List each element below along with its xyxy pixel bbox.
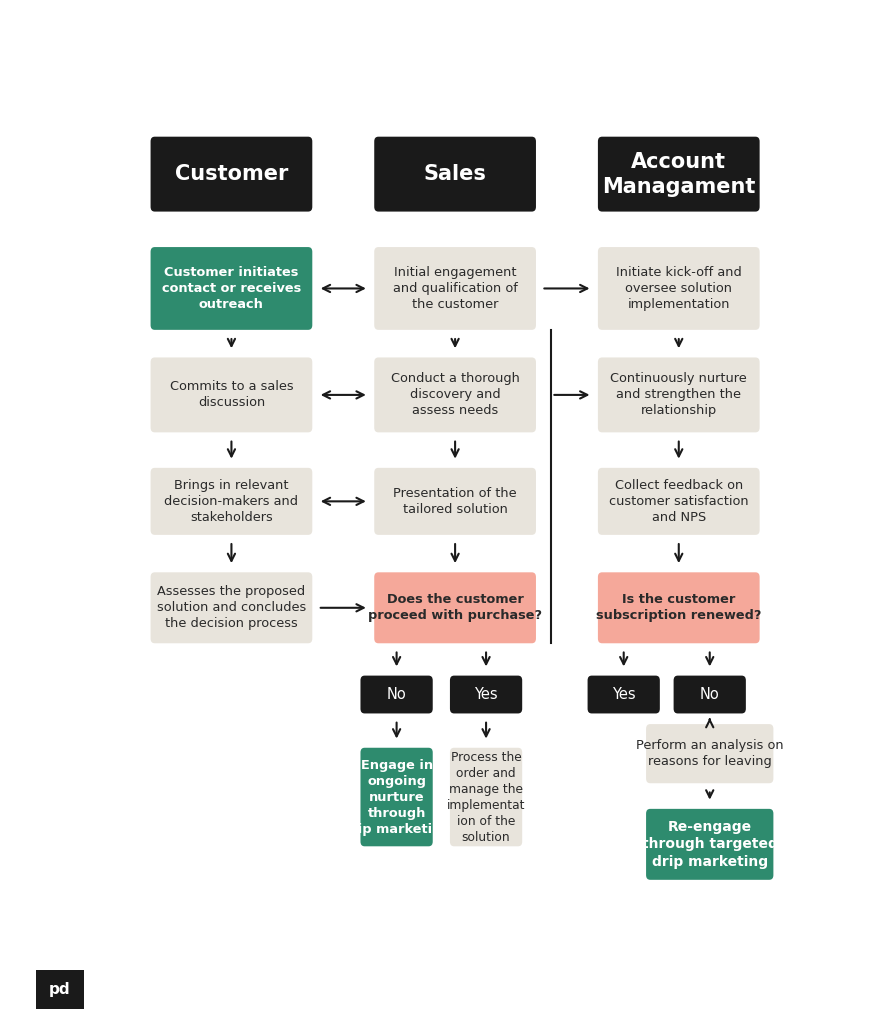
FancyBboxPatch shape	[151, 247, 313, 330]
FancyBboxPatch shape	[646, 724, 773, 783]
Text: Yes: Yes	[474, 687, 498, 702]
Text: Yes: Yes	[612, 687, 636, 702]
FancyBboxPatch shape	[361, 748, 432, 846]
FancyBboxPatch shape	[374, 247, 536, 330]
FancyBboxPatch shape	[588, 676, 660, 714]
Text: Perform an analysis on
reasons for leaving: Perform an analysis on reasons for leavi…	[636, 739, 783, 768]
FancyBboxPatch shape	[646, 809, 773, 880]
Text: Conduct a thorough
discovery and
assess needs: Conduct a thorough discovery and assess …	[391, 373, 519, 418]
FancyBboxPatch shape	[374, 468, 536, 535]
FancyBboxPatch shape	[374, 357, 536, 432]
Text: Commits to a sales
discussion: Commits to a sales discussion	[170, 380, 293, 410]
Text: pd: pd	[49, 982, 71, 997]
FancyBboxPatch shape	[598, 357, 759, 432]
FancyBboxPatch shape	[598, 572, 759, 643]
Text: Customer initiates
contact or receives
outreach: Customer initiates contact or receives o…	[162, 266, 301, 311]
FancyBboxPatch shape	[151, 136, 313, 212]
FancyBboxPatch shape	[450, 676, 522, 714]
FancyBboxPatch shape	[598, 247, 759, 330]
Text: No: No	[700, 687, 719, 702]
Text: Brings in relevant
decision-makers and
stakeholders: Brings in relevant decision-makers and s…	[164, 479, 298, 524]
FancyBboxPatch shape	[598, 468, 759, 535]
Text: Collect feedback on
customer satisfaction
and NPS: Collect feedback on customer satisfactio…	[609, 479, 749, 524]
Text: No: No	[387, 687, 407, 702]
Text: Does the customer
proceed with purchase?: Does the customer proceed with purchase?	[369, 593, 542, 623]
Text: Initial engagement
and qualification of
the customer: Initial engagement and qualification of …	[392, 266, 518, 311]
FancyBboxPatch shape	[374, 572, 536, 643]
FancyBboxPatch shape	[151, 357, 313, 432]
Text: Re-engage
through targeted
drip marketing: Re-engage through targeted drip marketin…	[642, 820, 778, 868]
Text: Is the customer
subscription renewed?: Is the customer subscription renewed?	[596, 593, 761, 623]
Text: Presentation of the
tailored solution: Presentation of the tailored solution	[393, 486, 517, 516]
Text: Continuously nurture
and strengthen the
relationship: Continuously nurture and strengthen the …	[610, 373, 747, 418]
Text: Engage in
ongoing
nurture
through
drip marketing: Engage in ongoing nurture through drip m…	[342, 759, 451, 836]
Text: Initiate kick-off and
oversee solution
implementation: Initiate kick-off and oversee solution i…	[616, 266, 741, 311]
FancyBboxPatch shape	[151, 572, 313, 643]
FancyBboxPatch shape	[450, 748, 522, 846]
Text: Customer: Customer	[175, 164, 288, 184]
FancyBboxPatch shape	[374, 136, 536, 212]
Text: Process the
order and
manage the
implementat
ion of the
solution: Process the order and manage the impleme…	[447, 751, 526, 844]
FancyBboxPatch shape	[361, 676, 432, 714]
FancyBboxPatch shape	[32, 967, 88, 1012]
FancyBboxPatch shape	[598, 136, 759, 212]
FancyBboxPatch shape	[151, 468, 313, 535]
FancyBboxPatch shape	[674, 676, 746, 714]
Text: Account
Managament: Account Managament	[602, 152, 756, 197]
Text: Assesses the proposed
solution and concludes
the decision process: Assesses the proposed solution and concl…	[157, 586, 306, 631]
Text: Sales: Sales	[424, 164, 487, 184]
